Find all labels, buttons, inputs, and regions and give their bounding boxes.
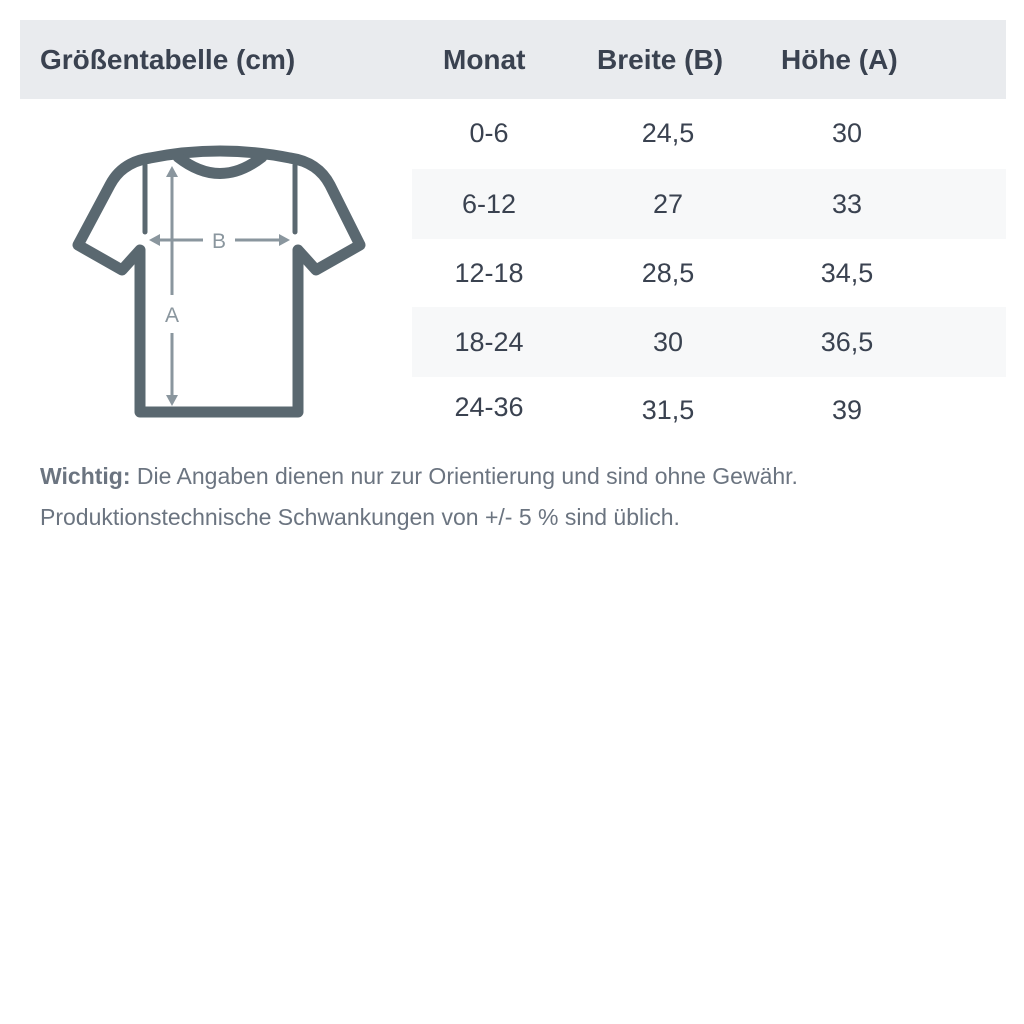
cell-height: 30 [831,118,863,148]
column-header-width: Breite (B) [597,44,724,75]
note-label: Wichtig: [40,463,131,489]
note-line-1: Die Angaben dienen nur zur Orientierung … [136,463,798,489]
cell-width: 30 [652,327,684,357]
measure-arrows [149,166,290,406]
column-header-month: Monat [443,44,526,75]
cell-height: 33 [831,189,863,219]
width-label: B [212,230,226,253]
cell-height: 36,5 [820,327,874,357]
table-row: 0-6 24,5 30 [412,98,1006,168]
cell-width: 28,5 [641,258,695,288]
tshirt-diagram: B A [72,145,366,418]
table-row: 12-18 28,5 34,5 [412,238,1006,308]
cell-month: 6-12 [461,189,517,219]
cell-month: 18-24 [454,327,524,357]
note-line-2: Produktionstechnische Schwankungen von +… [40,504,680,530]
height-label: A [165,304,179,327]
table-row: 18-24 30 36,5 [412,307,1006,377]
table-row: 6-12 27 33 [412,169,1006,239]
cell-month: 12-18 [454,258,524,288]
cell-height: 34,5 [820,258,874,288]
cell-month: 0-6 [469,118,509,148]
table-header: Größentabelle (cm) Monat Breite (B) Höhe… [20,20,1006,99]
tshirt-outline-icon [72,145,366,418]
table-title: Größentabelle (cm) [40,44,296,75]
cell-width: 31,5 [641,395,695,425]
cell-width: 24,5 [641,118,695,148]
table-row: 24-36 31,5 39 [412,375,1006,445]
cell-height: 39 [831,395,863,425]
disclaimer-note: Wichtig: Die Angaben dienen nur zur Orie… [40,456,798,538]
cell-month: 24-36 [454,392,524,422]
cell-width: 27 [652,189,684,219]
column-header-height: Höhe (A) [781,44,898,75]
